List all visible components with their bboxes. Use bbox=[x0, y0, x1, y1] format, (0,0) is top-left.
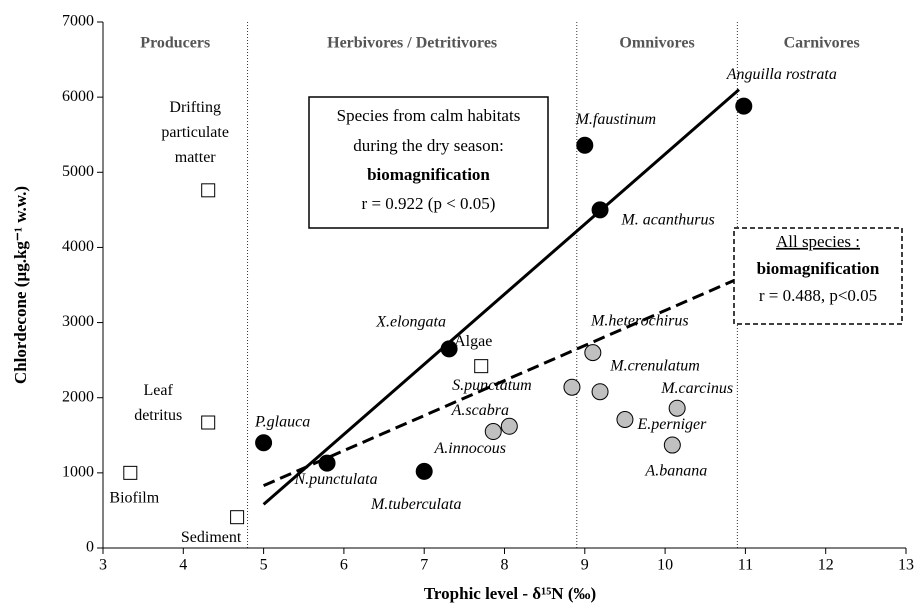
point bbox=[616, 411, 634, 429]
point bbox=[415, 462, 433, 480]
annotation-text: biomagnification bbox=[367, 165, 490, 184]
zone-label: Carnivores bbox=[784, 35, 860, 52]
point-label: A.innocous bbox=[433, 440, 506, 457]
y-tick-label: 4000 bbox=[62, 238, 94, 255]
y-tick-label: 2000 bbox=[62, 388, 94, 405]
point bbox=[440, 340, 458, 358]
annotation-text: All species : bbox=[776, 232, 860, 251]
annotation-box bbox=[308, 96, 549, 229]
point bbox=[668, 399, 686, 417]
point bbox=[201, 415, 216, 430]
y-tick-label: 3000 bbox=[62, 313, 94, 330]
point-label: M.faustinum bbox=[575, 111, 656, 128]
point bbox=[591, 201, 609, 219]
x-tick-label: 4 bbox=[179, 557, 187, 574]
y-tick-label: 6000 bbox=[62, 88, 94, 105]
point bbox=[500, 417, 518, 435]
point-label: S.punctatum bbox=[452, 377, 532, 394]
point bbox=[563, 378, 581, 396]
x-tick-label: 13 bbox=[898, 557, 914, 574]
annotation-text: Species from calm habitats bbox=[337, 106, 521, 125]
point-label: P.glauca bbox=[254, 413, 310, 430]
x-tick-label: 3 bbox=[99, 557, 107, 574]
point-label: M. acanthurus bbox=[620, 212, 714, 229]
point-label: M.carcinus bbox=[660, 380, 733, 397]
point bbox=[474, 359, 489, 374]
zone-label: Producers bbox=[140, 35, 210, 52]
zone-label: Herbivores / Detritivores bbox=[327, 35, 497, 52]
y-tick-label: 5000 bbox=[62, 163, 94, 180]
x-tick-label: 6 bbox=[340, 557, 348, 574]
point bbox=[230, 510, 245, 525]
point bbox=[318, 454, 336, 472]
point-label: Sediment bbox=[181, 529, 242, 546]
point bbox=[484, 423, 502, 441]
x-tick-label: 12 bbox=[818, 557, 834, 574]
y-tick-label: 0 bbox=[86, 539, 94, 556]
point-label: A.banana bbox=[644, 463, 707, 480]
point bbox=[591, 383, 609, 401]
point-label: E.perniger bbox=[637, 416, 708, 433]
point bbox=[255, 434, 273, 452]
point-label: Leaf bbox=[144, 382, 174, 399]
point bbox=[735, 97, 753, 115]
annotation-box bbox=[733, 227, 903, 325]
zone-label: Omnivores bbox=[619, 35, 694, 52]
point-label: Anguilla rostrata bbox=[726, 66, 837, 83]
point bbox=[576, 136, 594, 154]
point-label: A.scabra bbox=[451, 402, 509, 419]
x-tick-label: 10 bbox=[657, 557, 673, 574]
point bbox=[123, 465, 138, 480]
point bbox=[663, 436, 681, 454]
point bbox=[584, 344, 602, 362]
annotation-text: r = 0.488, p<0.05 bbox=[759, 286, 877, 305]
point-label: Biofilm bbox=[109, 490, 159, 507]
trend-line bbox=[263, 277, 738, 488]
annotation-text: biomagnification bbox=[757, 259, 880, 278]
point-label: X.elongata bbox=[375, 314, 446, 331]
point-label: M.tuberculata bbox=[370, 496, 462, 513]
annotation-text: during the dry season: bbox=[353, 136, 504, 155]
annotation-text: r = 0.922 (p < 0.05) bbox=[362, 194, 496, 213]
x-tick-label: 5 bbox=[260, 557, 268, 574]
x-tick-label: 7 bbox=[420, 557, 428, 574]
point-label: matter bbox=[175, 149, 217, 166]
x-tick-label: 8 bbox=[501, 557, 509, 574]
point-label: M.crenulatum bbox=[609, 357, 700, 374]
trend-line bbox=[262, 88, 740, 506]
point bbox=[201, 183, 216, 198]
point-label: Drifting bbox=[169, 99, 221, 116]
point-label: Algae bbox=[454, 333, 492, 350]
point-label: detritus bbox=[134, 407, 182, 424]
x-tick-label: 11 bbox=[738, 557, 753, 574]
point-label: M.heterochirus bbox=[590, 312, 689, 329]
y-tick-label: 1000 bbox=[62, 464, 94, 481]
x-axis-label: Trophic level - δ¹⁵N (‰) bbox=[424, 584, 596, 603]
x-tick-label: 9 bbox=[581, 557, 589, 574]
point-label: N.punctulata bbox=[293, 471, 377, 488]
point-label: particulate bbox=[161, 124, 229, 141]
y-axis-label: Chlordecone (µg.kg⁻¹ w.w.) bbox=[11, 186, 30, 384]
y-tick-label: 7000 bbox=[62, 13, 94, 30]
